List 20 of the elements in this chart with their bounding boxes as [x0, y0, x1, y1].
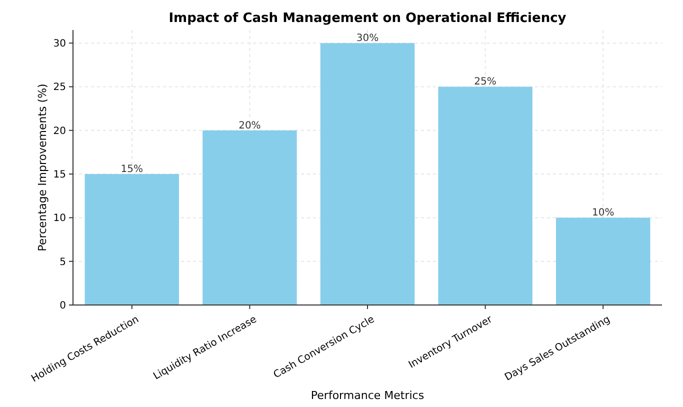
- data-label: 25%: [474, 76, 496, 88]
- bar: [438, 86, 532, 305]
- bar: [202, 130, 297, 305]
- chart-title: Impact of Cash Management on Operational Efficiency: [168, 11, 567, 26]
- bar: [556, 218, 650, 305]
- data-label: 20%: [238, 120, 261, 132]
- y-tick-label: 10: [53, 213, 66, 224]
- y-tick-label: 15: [53, 170, 66, 181]
- x-axis-title: Performance Metrics: [310, 389, 424, 402]
- y-tick-label: 0: [60, 300, 66, 312]
- bar: [84, 174, 180, 305]
- bar: [320, 43, 415, 305]
- y-tick-label: 20: [53, 126, 66, 137]
- data-label: 10%: [592, 208, 614, 219]
- y-tick-label: 30: [53, 38, 66, 50]
- y-tick-label: 25: [53, 82, 66, 94]
- data-label: 30%: [356, 33, 379, 44]
- data-label: 15%: [120, 164, 144, 176]
- y-axis-title: Percentage Improvements (%): [36, 84, 49, 252]
- y-tick-label: 5: [60, 256, 66, 268]
